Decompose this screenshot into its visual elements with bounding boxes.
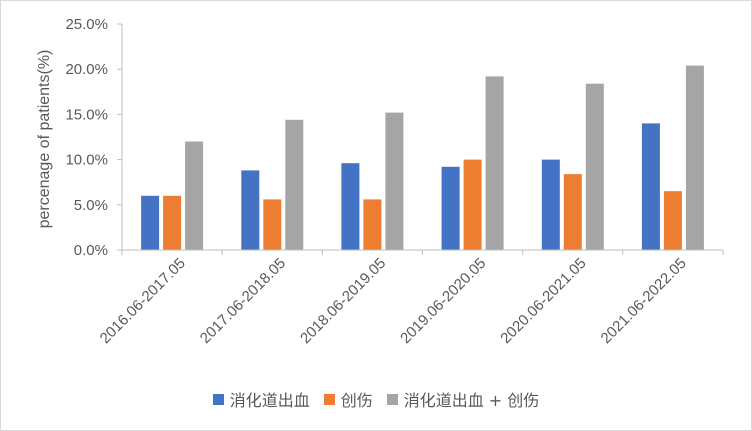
y-tick-label: 0.0% xyxy=(74,242,108,259)
x-tick-label: 2021.06-2022.05 xyxy=(598,255,690,347)
legend-item-combined: 消化道出血 + 创伤 xyxy=(386,387,540,411)
y-tick-label: 10.0% xyxy=(65,152,108,169)
bar-series2-cat5 xyxy=(563,174,582,250)
bar-series1-cat3 xyxy=(341,163,360,250)
x-tick-label: 2016.06-2017.05 xyxy=(97,255,189,347)
bar-series1-cat2 xyxy=(241,170,260,250)
legend-swatch-combined xyxy=(386,393,398,405)
y-tick-label: 20.0% xyxy=(65,61,108,78)
x-tick-label: 2018.06-2019.05 xyxy=(297,255,389,347)
y-tick-label: 15.0% xyxy=(65,106,108,123)
bar-series2-cat3 xyxy=(363,199,382,250)
y-axis-ticks: 0.0% 5.0% 10.0% 15.0% 20.0% 25.0% xyxy=(65,16,122,259)
bar-series2-cat4 xyxy=(463,159,482,250)
bar-series1-cat4 xyxy=(441,166,460,250)
bar-series1-cat6 xyxy=(641,123,660,250)
bar-series3-cat3 xyxy=(385,112,404,250)
legend-swatch-trauma xyxy=(323,393,335,405)
legend-label-gi-bleeding: 消化道出血 xyxy=(229,391,310,410)
bar-series3-cat2 xyxy=(285,119,304,250)
bar-series2-cat1 xyxy=(163,195,182,250)
legend-item-gi-bleeding: 消化道出血 xyxy=(212,387,310,411)
x-axis-ticks: 2016.06-2017.05 2017.06-2018.05 2018.06-20… xyxy=(97,250,724,347)
legend-swatch-gi-bleeding xyxy=(212,393,224,405)
bar-series2-cat6 xyxy=(663,191,682,250)
legend-item-trauma: 创伤 xyxy=(323,387,373,411)
bar-series1-cat1 xyxy=(141,195,160,250)
y-tick-label: 5.0% xyxy=(74,197,108,214)
bar-series3-cat5 xyxy=(585,83,604,250)
legend-label-trauma: 创伤 xyxy=(340,391,373,410)
bars xyxy=(141,65,704,251)
y-axis-title: percenage of patients(%) xyxy=(36,50,53,229)
y-tick-label: 25.0% xyxy=(65,16,108,33)
x-tick-label: 2020.06-2021.05 xyxy=(497,255,589,347)
bar-series1-cat5 xyxy=(541,159,560,250)
bar-series3-cat4 xyxy=(485,76,504,251)
bar-chart: percenage of patients(%) 0.0% 5.0% 10.0% 15… xyxy=(36,16,724,347)
x-tick-label: 2019.06-2020.05 xyxy=(397,255,489,347)
bar-series2-cat2 xyxy=(263,199,282,250)
bar-series3-cat6 xyxy=(685,65,704,250)
x-tick-label: 2017.06-2018.05 xyxy=(197,255,289,347)
bar-series3-cat1 xyxy=(185,141,204,250)
legend-label-combined: 消化道出血 + 创伤 xyxy=(403,391,540,410)
legend: 消化道出血 创伤 消化道出血 + 创伤 xyxy=(1,387,751,411)
